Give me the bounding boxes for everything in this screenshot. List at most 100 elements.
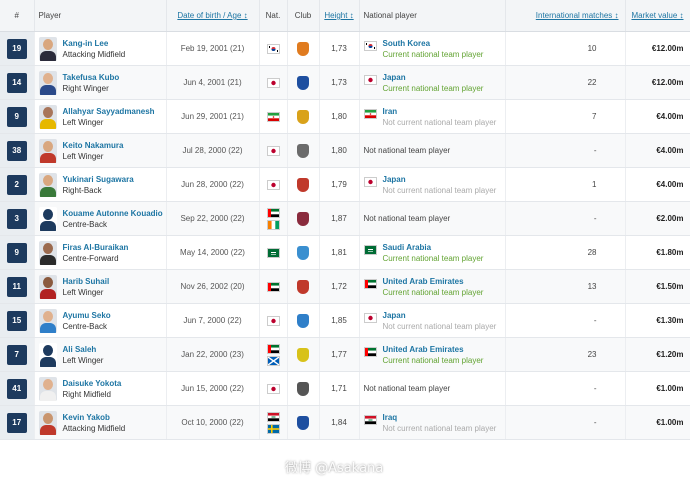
national-team-link[interactable]: Saudi Arabia <box>382 242 432 252</box>
player-photo[interactable] <box>38 36 57 61</box>
player-photo[interactable] <box>38 308 57 333</box>
player-photo[interactable] <box>38 376 57 401</box>
player-photo[interactable] <box>38 70 57 95</box>
market-value-cell[interactable]: €12.00m <box>625 65 690 100</box>
club-cell <box>287 99 320 134</box>
player-name-link[interactable]: Harib Suhail <box>62 276 110 286</box>
player-name-link[interactable]: Allahyar Sayyadmanesh <box>62 106 155 116</box>
international-matches-cell: - <box>505 201 626 236</box>
market-value-cell[interactable]: €12.00m <box>625 31 690 66</box>
player-position: Centre-Back <box>62 321 107 331</box>
club-crest-icon[interactable] <box>297 381 309 396</box>
club-cell <box>287 405 320 440</box>
dob-cell: Jun 7, 2000 (22) <box>166 303 260 338</box>
club-crest-icon[interactable] <box>297 245 309 260</box>
club-crest-icon[interactable] <box>297 211 309 226</box>
player-cell: Kang-in Lee Attacking Midfield <box>34 31 167 66</box>
player-photo[interactable] <box>38 274 57 299</box>
market-value-cell[interactable]: €1.20m <box>625 337 690 372</box>
club-crest-icon[interactable] <box>297 415 309 430</box>
player-name-link[interactable]: Kevin Yakob <box>62 412 110 422</box>
international-matches-cell: 23 <box>505 337 626 372</box>
header-international-matches[interactable]: International matches ↕ <box>505 0 626 32</box>
market-value-cell[interactable]: €1.80m <box>625 235 690 270</box>
club-crest-icon[interactable] <box>297 41 309 56</box>
club-crest-icon[interactable] <box>297 313 309 328</box>
player-name-link[interactable]: Kang-in Lee <box>62 38 109 48</box>
shirt-number: 41 <box>6 378 27 399</box>
player-name-link[interactable]: Kouame Autonne Kouadio <box>62 208 163 218</box>
international-matches-cell: - <box>505 371 626 406</box>
national-player-cell: Japan Not current national team player <box>359 167 506 202</box>
height-cell: 1,85 <box>319 303 360 338</box>
player-name-link[interactable]: Takefusa Kubo <box>62 72 120 82</box>
shirt-number-cell: 38 <box>0 133 35 168</box>
player-name-link[interactable]: Ayumu Seko <box>62 310 111 320</box>
flag-uae-icon <box>266 207 280 218</box>
player-name-link[interactable]: Keito Nakamura <box>62 140 124 150</box>
nationality-cell <box>259 337 288 372</box>
market-value-cell[interactable]: €2.00m <box>625 201 690 236</box>
flag-iran-icon <box>266 111 280 122</box>
header-dob[interactable]: Date of birth / Age ↕ <box>166 0 260 32</box>
header-market-value[interactable]: Market value ↕ <box>625 0 690 32</box>
flag-uae-icon <box>266 343 280 354</box>
player-name-link[interactable]: Yukinari Sugawara <box>62 174 134 184</box>
international-matches-cell: - <box>505 133 626 168</box>
flag-south-korea-icon <box>266 43 280 54</box>
player-placeholder-icon[interactable] <box>38 342 57 367</box>
club-crest-icon[interactable] <box>297 109 309 124</box>
club-cell <box>287 65 320 100</box>
national-player-cell: South Korea Current national team player <box>359 31 506 66</box>
market-value-cell[interactable]: €4.00m <box>625 133 690 168</box>
flag-iraq-icon <box>363 414 377 425</box>
market-value-cell[interactable]: €4.00m <box>625 99 690 134</box>
player-position: Left Winger <box>62 151 104 161</box>
player-photo[interactable] <box>38 240 57 265</box>
club-crest-icon[interactable] <box>297 177 309 192</box>
club-crest-icon[interactable] <box>297 279 309 294</box>
shirt-number-cell: 15 <box>0 303 35 338</box>
player-cell: Daisuke Yokota Right Midfield <box>34 371 167 406</box>
table-row: 41 Daisuke Yokota Right Midfield Jun 15,… <box>0 371 690 406</box>
flag-iraq-icon <box>266 411 280 422</box>
market-value-cell[interactable]: €1.30m <box>625 303 690 338</box>
flag-saudi-arabia-icon <box>266 247 280 258</box>
market-value-cell[interactable]: €1.00m <box>625 371 690 406</box>
height-cell: 1,80 <box>319 133 360 168</box>
player-photo[interactable] <box>38 410 57 435</box>
market-value-cell[interactable]: €1.50m <box>625 269 690 304</box>
watermark: 微博 @Asakana <box>285 461 384 476</box>
player-name-link[interactable]: Daisuke Yokota <box>62 378 122 388</box>
player-photo[interactable] <box>38 172 57 197</box>
player-name-link[interactable]: Ali Saleh <box>62 344 97 354</box>
player-photo[interactable] <box>38 104 57 129</box>
national-team-link[interactable]: United Arab Emirates <box>382 276 464 286</box>
table-row: 2 Yukinari Sugawara Right-Back Jun 28, 2… <box>0 167 690 202</box>
header-height[interactable]: Height ↕ <box>319 0 360 32</box>
shirt-number-cell: 41 <box>0 371 35 406</box>
table-row: 11 Harib Suhail Left Winger Nov 26, 2002… <box>0 269 690 304</box>
market-value-cell[interactable]: €4.00m <box>625 167 690 202</box>
nationality-cell <box>259 371 288 406</box>
national-team-link[interactable]: South Korea <box>382 38 431 48</box>
national-team-link[interactable]: Japan <box>382 310 406 320</box>
national-team-link[interactable]: Iraq <box>382 412 398 422</box>
flag-uae-icon <box>363 346 377 357</box>
club-crest-icon[interactable] <box>297 143 309 158</box>
club-crest-icon[interactable] <box>297 347 309 362</box>
national-player-cell: United Arab Emirates Current national te… <box>359 269 506 304</box>
national-team-link[interactable]: Japan <box>382 174 406 184</box>
shirt-number-cell: 7 <box>0 337 35 372</box>
player-photo[interactable] <box>38 138 57 163</box>
club-crest-icon[interactable] <box>297 75 309 90</box>
market-value-cell[interactable]: €1.00m <box>625 405 690 440</box>
player-placeholder-icon[interactable] <box>38 206 57 231</box>
national-team-link[interactable]: Japan <box>382 72 406 82</box>
national-team-link[interactable]: United Arab Emirates <box>382 344 464 354</box>
international-matches-cell: - <box>505 405 626 440</box>
player-name-link[interactable]: Firas Al-Buraikan <box>62 242 129 252</box>
club-cell <box>287 371 320 406</box>
player-position: Right Midfield <box>62 389 111 399</box>
national-team-link[interactable]: Iran <box>382 106 398 116</box>
